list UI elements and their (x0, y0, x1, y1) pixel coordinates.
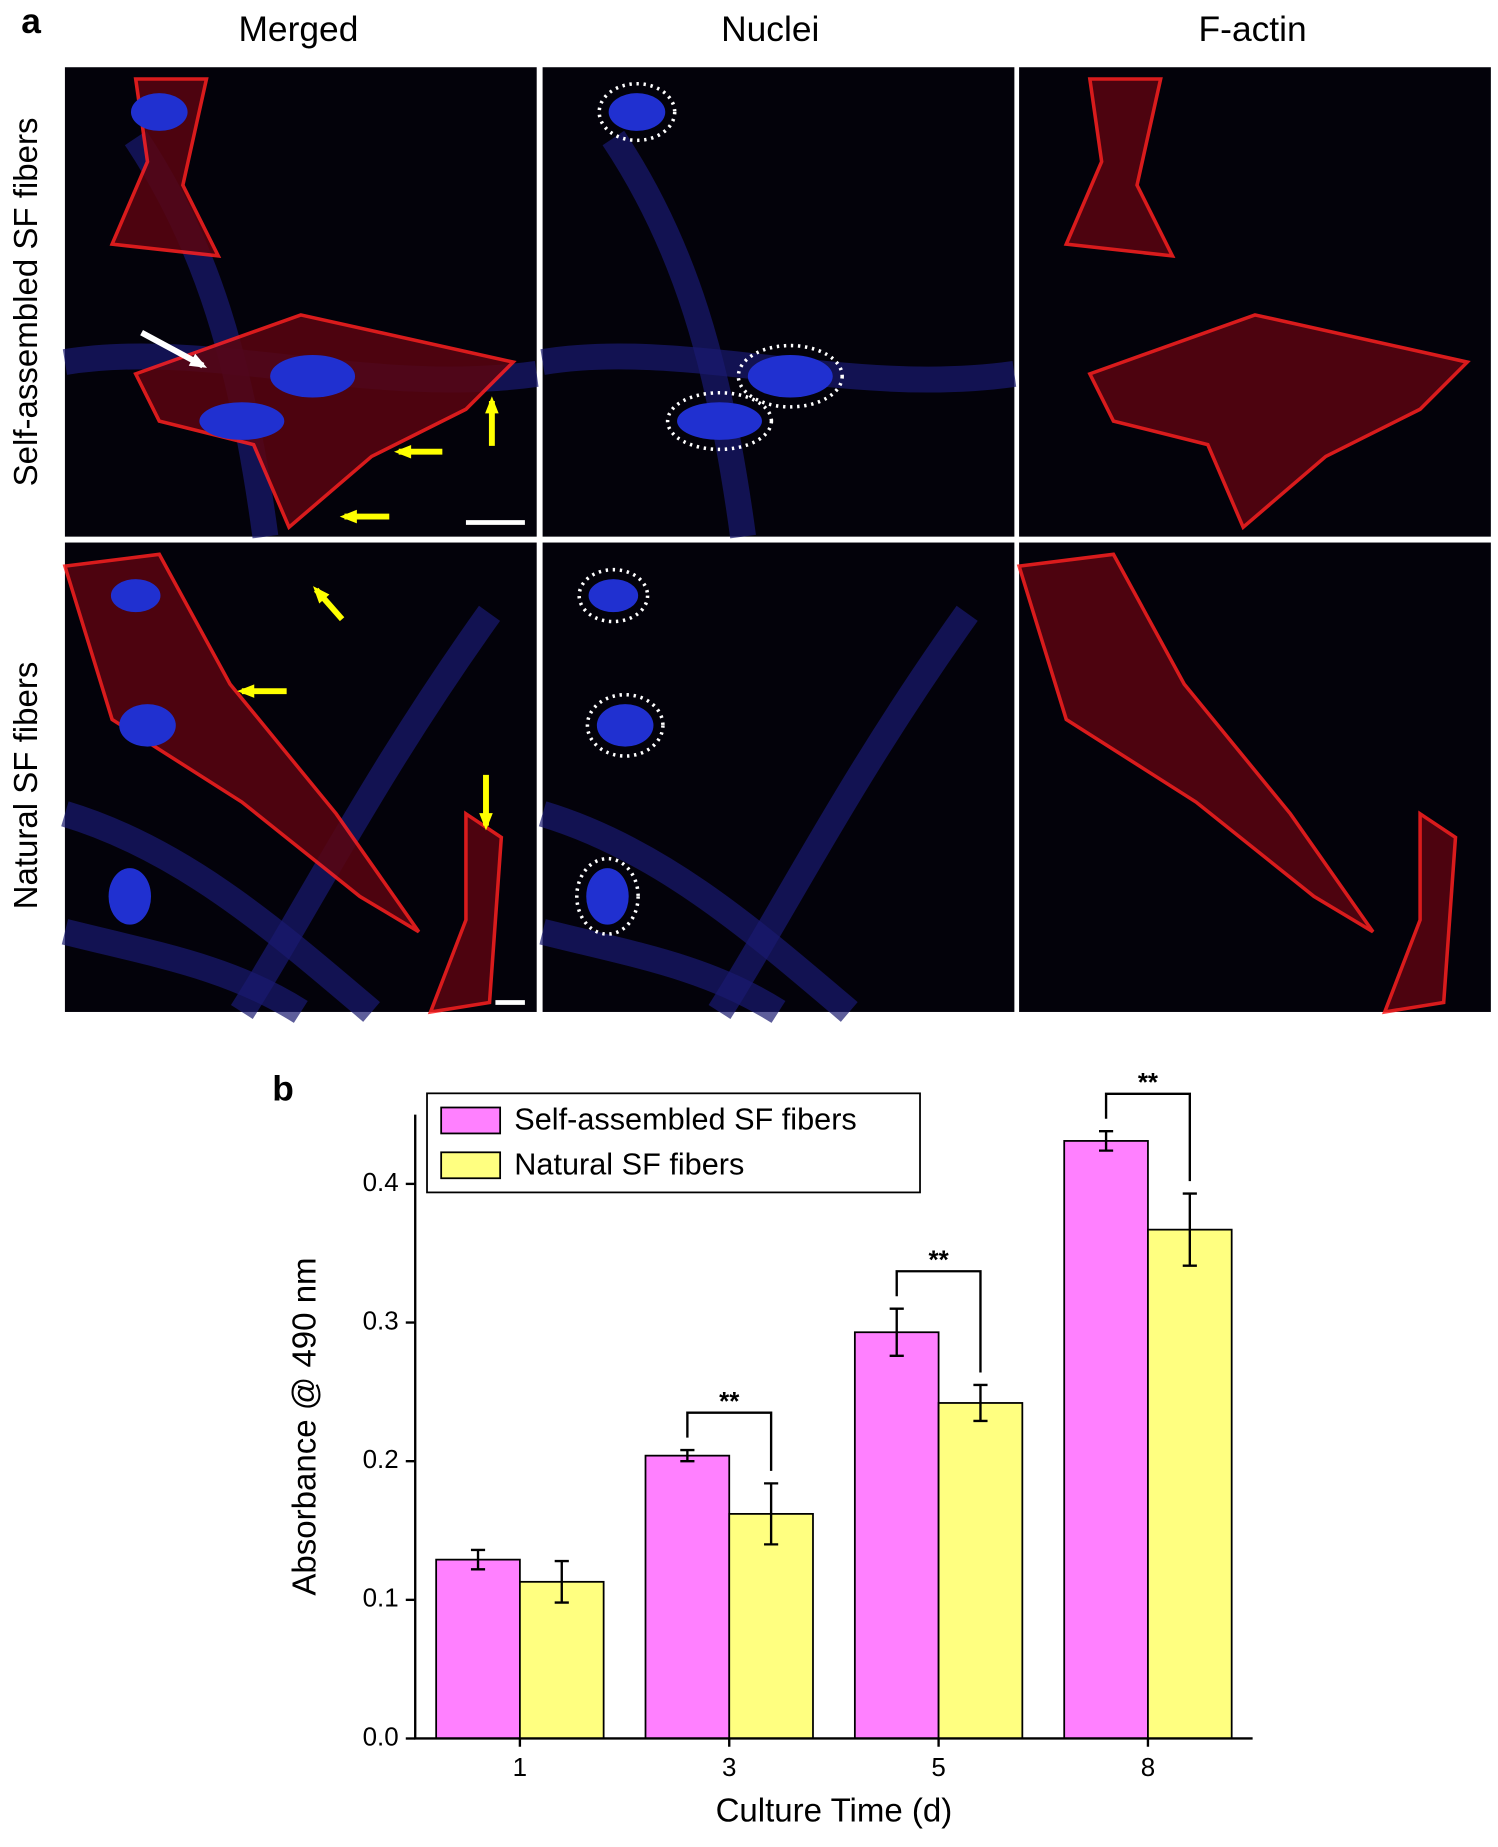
arrow-head (485, 396, 499, 414)
nucleus (199, 402, 285, 440)
arrow-head (188, 353, 208, 368)
x-axis-label: Culture Time (d) (716, 1792, 953, 1829)
significance-bracket (686, 1411, 773, 1471)
cell (133, 313, 517, 531)
cell (62, 552, 421, 934)
column-header: Nuclei (721, 10, 819, 49)
arrow-head (479, 813, 493, 831)
nucleus (747, 355, 833, 398)
cell (1381, 810, 1458, 1015)
panel-label: b (272, 1069, 294, 1108)
cell (1063, 77, 1176, 259)
y-axis-label: Absorbance @ 490 nm (285, 1257, 322, 1595)
y-tick-label: 0.0 (363, 1723, 399, 1751)
micrographs (61, 67, 1491, 1023)
nucleus (677, 402, 762, 440)
column-header: F-actin (1199, 10, 1307, 49)
fiber (538, 801, 858, 1022)
axes (414, 1114, 1253, 1740)
bar (853, 1331, 940, 1740)
legend-label: Natural SF fibers (514, 1148, 744, 1182)
nucleus-outline (736, 343, 844, 409)
nucleus (130, 93, 188, 131)
bar (1063, 1140, 1149, 1740)
significance-bracket (1104, 1092, 1191, 1182)
y-tick-label: 0.2 (363, 1446, 399, 1474)
arrow-head (237, 684, 255, 698)
bar (937, 1402, 1024, 1740)
bar (435, 1558, 521, 1740)
nucleus (110, 579, 161, 613)
significance-label: ** (928, 1247, 949, 1275)
x-tick-label: 3 (722, 1754, 736, 1782)
error-bar (554, 1559, 569, 1604)
panel-label: a (21, 2, 41, 41)
nucleus-outline (585, 692, 665, 758)
legend-label: Self-assembled SF fibers (514, 1103, 856, 1137)
arrow-head (313, 586, 330, 604)
fiber (61, 919, 308, 1023)
error-bar (973, 1383, 988, 1423)
nucleus (270, 355, 356, 398)
fiber (708, 605, 978, 1019)
nucleus (119, 704, 176, 747)
micrograph (542, 67, 1015, 537)
row-header: Self-assembled SF fibers (7, 118, 44, 487)
error-bar (764, 1482, 779, 1546)
nucleus-outline (575, 856, 640, 936)
row-header: Natural SF fibers (7, 662, 44, 910)
y-tick-label: 0.4 (363, 1169, 399, 1197)
nucleus (588, 579, 639, 613)
significance-label: ** (1138, 1069, 1159, 1097)
nucleus-outline (597, 81, 677, 143)
nucleus (586, 868, 629, 925)
fiber (602, 130, 756, 539)
legend-box (426, 1092, 921, 1194)
cell (1087, 313, 1471, 531)
error-bar (1098, 1130, 1114, 1152)
arrow-head (393, 444, 412, 459)
cell (1016, 552, 1375, 934)
cell (427, 810, 504, 1015)
error-bar (889, 1307, 904, 1358)
significance-bracket (895, 1270, 982, 1373)
x-tick-label: 1 (513, 1754, 527, 1782)
fiber (539, 919, 786, 1023)
y-tick-label: 0.3 (363, 1307, 399, 1335)
fiber (61, 801, 380, 1022)
error-bar (470, 1548, 486, 1571)
bar (728, 1512, 814, 1740)
cell (109, 77, 222, 259)
nucleus (608, 93, 666, 131)
bar-chart: b 0.0 0.1 0.2 0.3 0.4 Absorbance @ 490 nm Cultu… (272, 1069, 1253, 1829)
legend-swatch (440, 1106, 502, 1135)
significance-label: ** (719, 1388, 740, 1416)
nucleus-outline (577, 567, 650, 624)
nucleus-outline (665, 390, 774, 452)
bar (1147, 1228, 1233, 1740)
x-tick-label: 5 (931, 1754, 945, 1782)
legend-swatch (440, 1151, 502, 1180)
arrow-head (339, 509, 357, 524)
error-bar (680, 1448, 695, 1463)
column-header: Merged (238, 10, 358, 49)
bar (644, 1454, 731, 1740)
bar (519, 1580, 605, 1740)
y-tick-label: 0.1 (363, 1585, 399, 1613)
nucleus (108, 868, 152, 925)
x-tick-label: 8 (1141, 1754, 1155, 1782)
nucleus (596, 704, 654, 747)
error-bar (1182, 1192, 1197, 1267)
